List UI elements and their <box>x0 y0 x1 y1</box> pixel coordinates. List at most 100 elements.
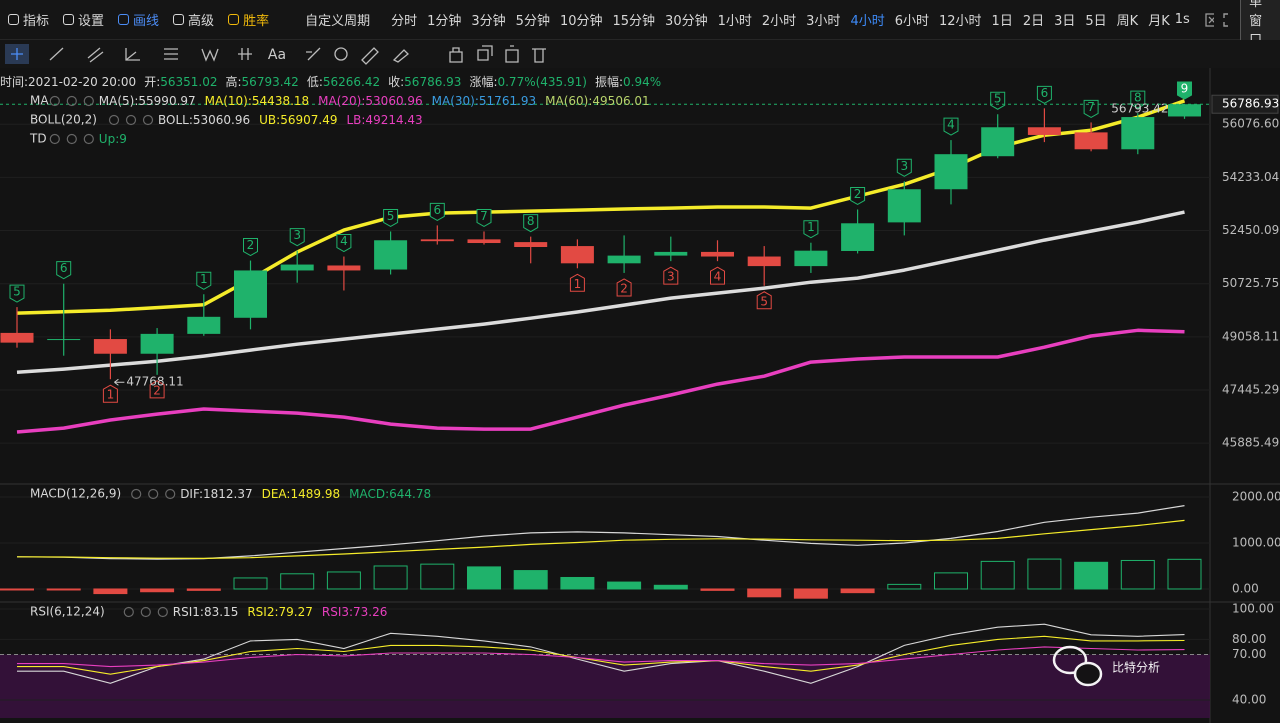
indicator-value: MA(20):53060.96 <box>318 94 423 108</box>
last-price-box <box>1211 94 1279 114</box>
indicator-values: Up:9 <box>99 132 127 146</box>
td-box <box>102 384 118 403</box>
indicator-icon <box>131 488 142 500</box>
macd-bar <box>1074 561 1109 590</box>
td-box <box>336 234 352 253</box>
indicator-icon <box>83 133 94 145</box>
interval-button[interactable]: 15分钟 <box>612 14 656 29</box>
custom-period[interactable]: 自定义周期 <box>305 14 371 29</box>
td-label: 6 <box>60 261 68 275</box>
indicator-icon <box>157 606 168 618</box>
hide-tool[interactable] <box>505 45 519 63</box>
interval-button[interactable]: 10分钟 <box>559 14 603 29</box>
macd-bar <box>1120 559 1155 590</box>
interval-button[interactable]: 3日 <box>1054 14 1076 29</box>
interval-button[interactable]: 4小时 <box>850 14 885 29</box>
line-tool[interactable] <box>49 47 64 61</box>
interval-button[interactable]: 12小时 <box>939 14 982 29</box>
delete-tool[interactable] <box>532 48 546 63</box>
td-box <box>616 278 632 297</box>
lock-tool[interactable] <box>449 47 463 63</box>
macd-bar <box>1167 558 1202 590</box>
tool-button[interactable]: 胜率 <box>228 10 269 29</box>
interval-button[interactable]: 3分钟 <box>471 14 506 29</box>
interval-button[interactable]: 5日 <box>1085 14 1107 29</box>
td-label: 3 <box>667 270 675 284</box>
interval-button[interactable]: 周K <box>1116 14 1139 29</box>
copy-tool[interactable] <box>477 45 493 61</box>
indicator-icon <box>66 95 77 107</box>
candle-body <box>47 339 81 341</box>
indicator-name: BOLL(20,2) <box>30 113 97 127</box>
drawing-toolbar: Aa <box>0 40 1280 68</box>
td-box <box>429 202 445 221</box>
macd-bar <box>887 583 922 590</box>
interval-button[interactable]: 3小时 <box>806 14 841 29</box>
tool-icon <box>228 14 240 25</box>
candle-body <box>420 239 454 242</box>
tool-button[interactable]: 指标 <box>8 10 49 29</box>
td-label: 5 <box>13 285 21 299</box>
macd-bar <box>46 588 81 591</box>
indicator-value: MA(60):49506.01 <box>545 94 650 108</box>
pattern-tool[interactable] <box>306 47 321 61</box>
indicator-icon <box>142 114 154 126</box>
tool-button[interactable]: 画线 <box>118 10 159 29</box>
settings-icon[interactable] <box>1204 12 1214 28</box>
candle-body <box>280 264 314 271</box>
channel-tool[interactable] <box>87 47 104 63</box>
macd-bar <box>373 565 408 590</box>
interval-button[interactable]: 1小时 <box>717 14 752 29</box>
interval-button[interactable]: 2小时 <box>761 14 797 29</box>
candle-body <box>374 240 408 270</box>
td-box <box>990 91 1006 110</box>
fib-tool[interactable] <box>164 48 178 60</box>
interval-button[interactable]: 5分钟 <box>515 14 550 29</box>
info-label: 收: <box>388 75 404 89</box>
macd-bar <box>0 588 34 591</box>
brush-tool[interactable] <box>392 49 409 63</box>
candle-body <box>560 246 594 264</box>
interval-button[interactable]: 分时 <box>391 14 418 29</box>
y-tick-label: 52450.09 <box>1222 223 1279 237</box>
td-box <box>476 208 492 228</box>
fullscreen-icon[interactable] <box>1222 12 1233 28</box>
crosshair[interactable] <box>11 48 23 60</box>
candle-body <box>187 316 221 334</box>
tool-button[interactable]: 设置 <box>63 10 104 29</box>
td-label: 1 <box>200 272 208 286</box>
indicator-name: RSI(6,12,24) <box>30 605 105 619</box>
info-label: 开: <box>144 75 160 89</box>
td-box <box>289 228 305 247</box>
indicator-values: MA(5):55990.97 MA(10):54438.18 MA(20):5306… <box>99 94 650 108</box>
info-value: 56351.02 <box>160 75 217 89</box>
td-box <box>243 238 258 257</box>
ruler-tool[interactable] <box>361 47 379 65</box>
interval-button[interactable]: 1分钟 <box>427 14 462 29</box>
tool-button[interactable]: 高级 <box>173 10 214 29</box>
candle-body <box>140 333 174 354</box>
indicator-values: DIF:1812.37 DEA:1489.98 MACD:644.78 <box>180 487 431 501</box>
indicator-value: DEA:1489.98 <box>262 487 341 501</box>
info-value: 56266.42 <box>323 75 380 89</box>
indicator-name: MACD(12,26,9) <box>30 487 121 501</box>
low-arrow <box>114 378 125 386</box>
shape-tool[interactable] <box>334 47 348 61</box>
text-tool[interactable]: Aa <box>268 47 286 63</box>
top-toolbar: 指标 设置 画线 高级 胜率 自定义周期 分时 1分钟 3分钟 5分钟 10分钟 15分钟 30分钟… <box>0 0 1280 52</box>
interval-button[interactable]: 6小时 <box>894 14 929 29</box>
speed[interactable]: 1s <box>1174 12 1190 27</box>
angle-tool[interactable] <box>125 48 140 61</box>
grid-tool[interactable] <box>238 48 252 60</box>
interval-button[interactable]: 1日 <box>991 14 1013 29</box>
wave-tool[interactable] <box>201 48 219 62</box>
interval-button[interactable]: 2日 <box>1022 14 1045 29</box>
interval-button[interactable]: 月K <box>1148 14 1170 29</box>
candle-body <box>514 242 548 247</box>
tool-label: 高级 <box>188 14 215 29</box>
candle-body <box>1074 132 1108 150</box>
info-value: 56793.42 <box>242 75 299 89</box>
y-tick-label: 100.00 <box>1232 602 1274 616</box>
interval-button[interactable]: 30分钟 <box>665 14 708 29</box>
td-box <box>1036 85 1052 104</box>
